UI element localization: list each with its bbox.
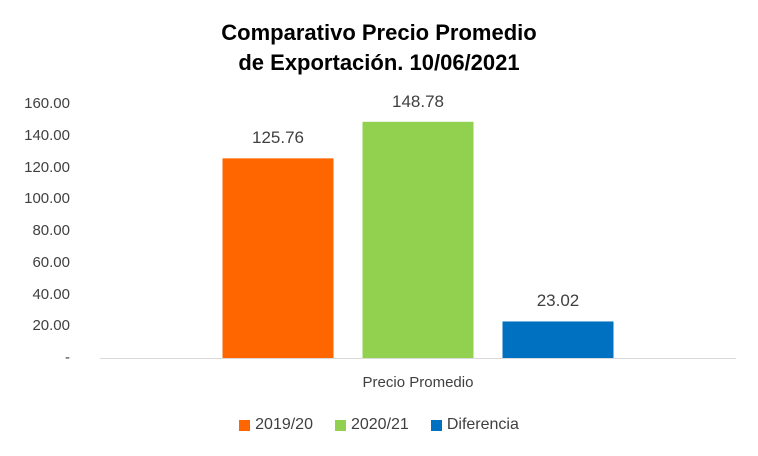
y-tick-label: 140.00 — [24, 126, 70, 144]
legend-label-2020-21: 2020/21 — [350, 416, 409, 433]
y-tick-label: 20.00 — [32, 317, 70, 335]
legend-swatch-diferencia — [430, 419, 442, 431]
y-tick-label: 60.00 — [32, 253, 70, 271]
data-label-diferencia: 23.02 — [536, 291, 580, 311]
legend-item-diferencia: Diferencia — [430, 416, 519, 434]
legend: 2019/20 2020/21 Diferencia — [0, 416, 758, 434]
legend-item-2019-20: 2019/20 — [239, 416, 313, 434]
bar-diferencia — [502, 321, 614, 358]
legend-label-diferencia: Diferencia — [446, 416, 519, 433]
y-tick-label: 80.00 — [32, 222, 70, 239]
chart-title-line-2: de Exportación. 10/06/2021 — [238, 50, 520, 75]
legend-label-2019-20: 2019/20 — [255, 416, 313, 433]
y-tick-label: - — [65, 349, 70, 366]
legend-item-2020-21: 2020/21 — [334, 416, 409, 434]
category-label: Precio Promedio — [362, 374, 474, 391]
legend-swatch-2019-20 — [239, 419, 251, 431]
y-tick-label: 100.00 — [24, 190, 70, 208]
legend-swatch-2020-21 — [334, 419, 346, 431]
data-label-2020-21: 148.78 — [392, 91, 444, 111]
y-tick-label: 40.00 — [32, 285, 70, 303]
y-tick-label: 160.00 — [24, 95, 70, 112]
y-tick-label: 120.00 — [24, 158, 70, 176]
data-label-2019-20: 125.76 — [252, 128, 304, 148]
chart-title-line-1: Comparativo Precio Promedio — [221, 20, 537, 45]
bar-2020-21 — [362, 121, 474, 358]
bar-2019-20 — [222, 158, 334, 358]
